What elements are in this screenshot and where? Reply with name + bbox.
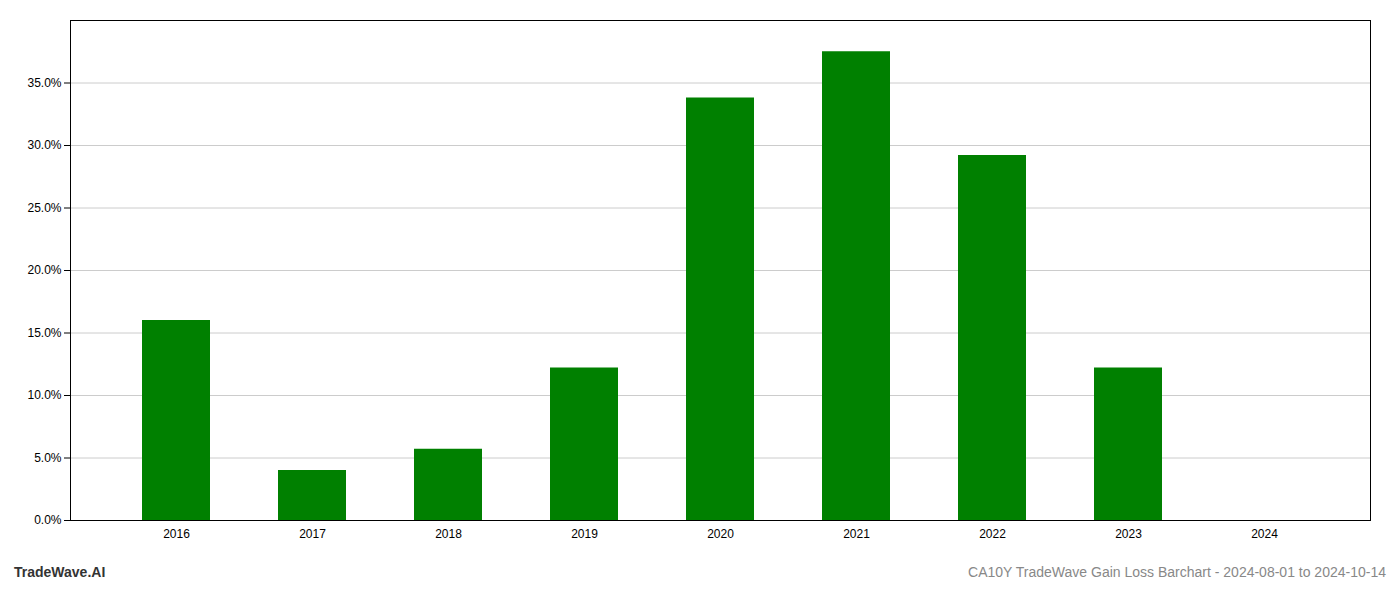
svg-text:20.0%: 20.0% <box>27 263 61 277</box>
svg-text:10.0%: 10.0% <box>27 388 61 402</box>
svg-text:2016: 2016 <box>163 527 190 541</box>
svg-text:2020: 2020 <box>707 527 734 541</box>
svg-text:2024: 2024 <box>1251 527 1278 541</box>
html-text:CA10Y TradeWave Gain Loss Barc: CA10Y TradeWave Gain Loss Barchart - 202… <box>968 564 1386 580</box>
svg-text:35.0%: 35.0% <box>27 76 61 90</box>
svg-text:2018: 2018 <box>435 527 462 541</box>
svg-text:2021: 2021 <box>843 527 870 541</box>
html-text:TradeWave.AI: TradeWave.AI <box>14 564 106 580</box>
svg-text:2019: 2019 <box>571 527 598 541</box>
svg-text:25.0%: 25.0% <box>27 201 61 215</box>
svg-text:0.0%: 0.0% <box>34 513 62 527</box>
svg-text:2017: 2017 <box>299 527 326 541</box>
svg-text:30.0%: 30.0% <box>27 138 61 152</box>
svg-text:15.0%: 15.0% <box>27 326 61 340</box>
svg-text:2022: 2022 <box>979 527 1006 541</box>
svg-text:5.0%: 5.0% <box>34 451 62 465</box>
svg-text:2023: 2023 <box>1115 527 1142 541</box>
